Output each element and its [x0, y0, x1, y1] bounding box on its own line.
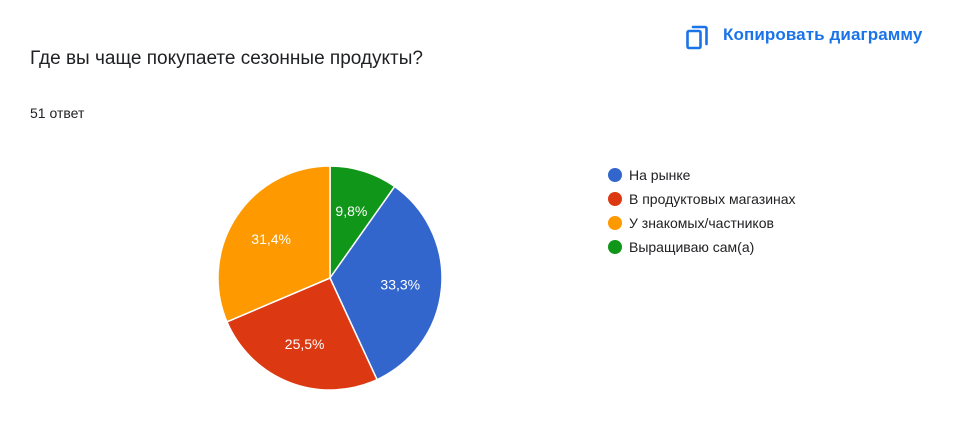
- legend-swatch: [608, 240, 622, 254]
- pie-slice[interactable]: [329, 185, 443, 381]
- response-count: 51 ответ: [30, 105, 85, 121]
- legend-item: У знакомых/частников: [608, 211, 796, 235]
- copy-chart-label: Копировать диаграмму: [723, 25, 923, 44]
- pie-slice[interactable]: [217, 165, 331, 323]
- legend-label: У знакомых/частников: [629, 215, 774, 231]
- pie-data-label: 31,4%: [251, 231, 291, 247]
- pie-data-label: 25,5%: [285, 336, 325, 352]
- copy-icon: [686, 25, 708, 50]
- pie-data-label: 9,8%: [335, 203, 367, 219]
- legend-item: В продуктовых магазинах: [608, 187, 796, 211]
- copy-chart-button[interactable]: Копировать диаграмму: [676, 14, 938, 56]
- question-title: Где вы чаще покупаете сезонные продукты?: [30, 48, 423, 69]
- legend-swatch: [608, 216, 622, 230]
- chart-legend: На рынке В продуктовых магазинах У знако…: [608, 163, 796, 259]
- legend-item: Выращиваю сам(а): [608, 235, 796, 259]
- legend-label: В продуктовых магазинах: [629, 191, 796, 207]
- pie-data-label: 33,3%: [380, 276, 420, 292]
- legend-swatch: [608, 168, 622, 182]
- legend-label: На рынке: [629, 167, 691, 183]
- legend-label: Выращиваю сам(а): [629, 239, 755, 255]
- legend-swatch: [608, 192, 622, 206]
- legend-item: На рынке: [608, 163, 796, 187]
